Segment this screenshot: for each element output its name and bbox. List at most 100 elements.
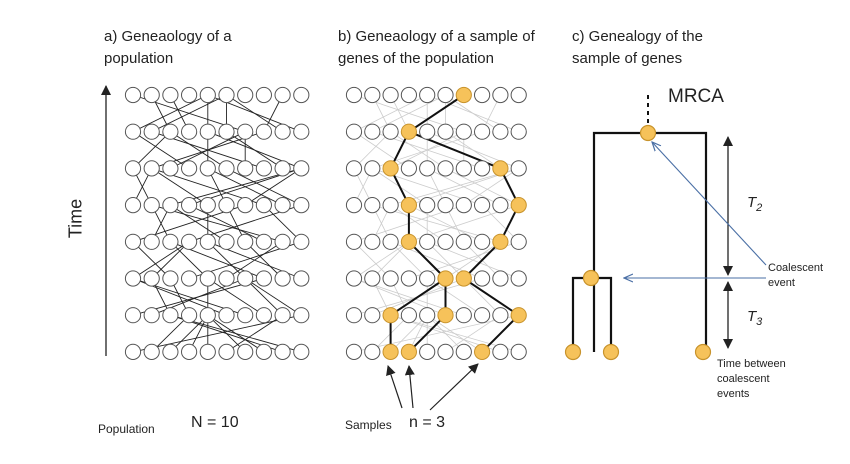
individual-node [345,86,363,104]
individual-node [181,197,198,214]
lineage-edge [408,94,465,133]
coalescent-node [582,269,600,287]
individual-node [455,197,472,214]
individual-node [199,270,216,287]
population-edge [132,241,171,279]
faded-edge [390,204,446,243]
individual-node [345,160,363,177]
individual-node [345,307,363,324]
individual-node [274,123,291,140]
individual-node [255,307,272,324]
individual-node [199,86,216,104]
population-edge [151,314,190,353]
individual-node [437,233,454,250]
individual-node [510,86,527,104]
individual-node [181,233,198,250]
individual-node [400,86,417,104]
individual-node [364,86,381,104]
population-edge [132,94,208,133]
individual-node [382,197,399,214]
faded-edge [353,241,410,279]
faded-edge [353,131,391,169]
individual-node [143,233,160,250]
sample-ancestor-node [400,123,417,140]
individual-node [199,307,216,324]
individual-node [162,343,179,360]
individual-node [218,270,235,287]
individual-node [237,86,254,104]
individual-node [124,343,142,360]
individual-node [474,86,491,104]
individual-node [237,160,254,177]
population-edge [226,167,302,206]
faded-edge [463,168,519,206]
individual-node [382,270,399,287]
lineage-edge [481,314,520,353]
panel-c-title: c) Genealogy of the sample of genes [572,28,703,67]
individual-node [455,307,472,324]
individual-node [162,160,179,177]
individual-node [293,160,310,177]
coalescent-tree-panel [564,95,767,361]
individual-node [382,123,399,140]
individual-node [237,307,254,324]
individual-node [124,307,142,324]
individual-node [199,343,216,360]
individual-node [124,123,142,140]
individual-node [255,343,272,360]
individual-node [474,233,491,250]
individual-node [437,197,454,214]
faded-edge [445,168,519,206]
individual-node [455,343,472,360]
individual-node [419,160,436,177]
individual-node [255,86,272,104]
individual-node [455,123,472,140]
population-caption: Population [98,422,155,436]
faded-edge [481,204,519,243]
sample-panel-nodes [345,86,527,360]
individual-node [237,233,254,250]
individual-node [162,307,179,324]
individual-node [218,160,235,177]
individual-node [274,86,291,104]
sample-ancestor-node [510,197,527,214]
time-between-label: Time between coalescent events [717,358,786,400]
individual-node [237,123,254,140]
individual-node [199,123,216,140]
individual-node [218,343,235,360]
population-edge [244,278,302,316]
individual-node [237,197,254,214]
individual-node [274,233,291,250]
individual-node [345,343,363,360]
faded-edge [390,241,428,279]
tip-node [564,343,582,361]
individual-node [345,123,363,140]
individual-node [455,233,472,250]
individual-node [143,307,160,324]
faded-edge [372,241,410,279]
individual-node [293,233,310,250]
individual-node [437,123,454,140]
individual-node [492,307,509,324]
individual-node [162,123,179,140]
population-edge [151,241,190,279]
individual-node [419,270,436,287]
coalescent-pointer-mrca [652,142,767,266]
individual-node [419,307,436,324]
faded-edge [426,278,483,316]
population-size-label: N = 10 [191,414,239,431]
faded-edge [390,314,428,353]
faded-edge [427,168,501,206]
individual-node [474,123,491,140]
individual-node [293,307,310,324]
sample-ancestor-node [437,307,454,324]
mrca-label: MRCA [668,86,724,107]
tree-inner-branch [571,276,613,352]
individual-node [124,86,142,104]
t3-label: T3 [747,308,763,328]
sample-ancestor-node [455,86,472,104]
faded-edge [353,131,410,169]
individual-node [162,197,179,214]
individual-node [364,343,381,360]
individual-node [255,270,272,287]
